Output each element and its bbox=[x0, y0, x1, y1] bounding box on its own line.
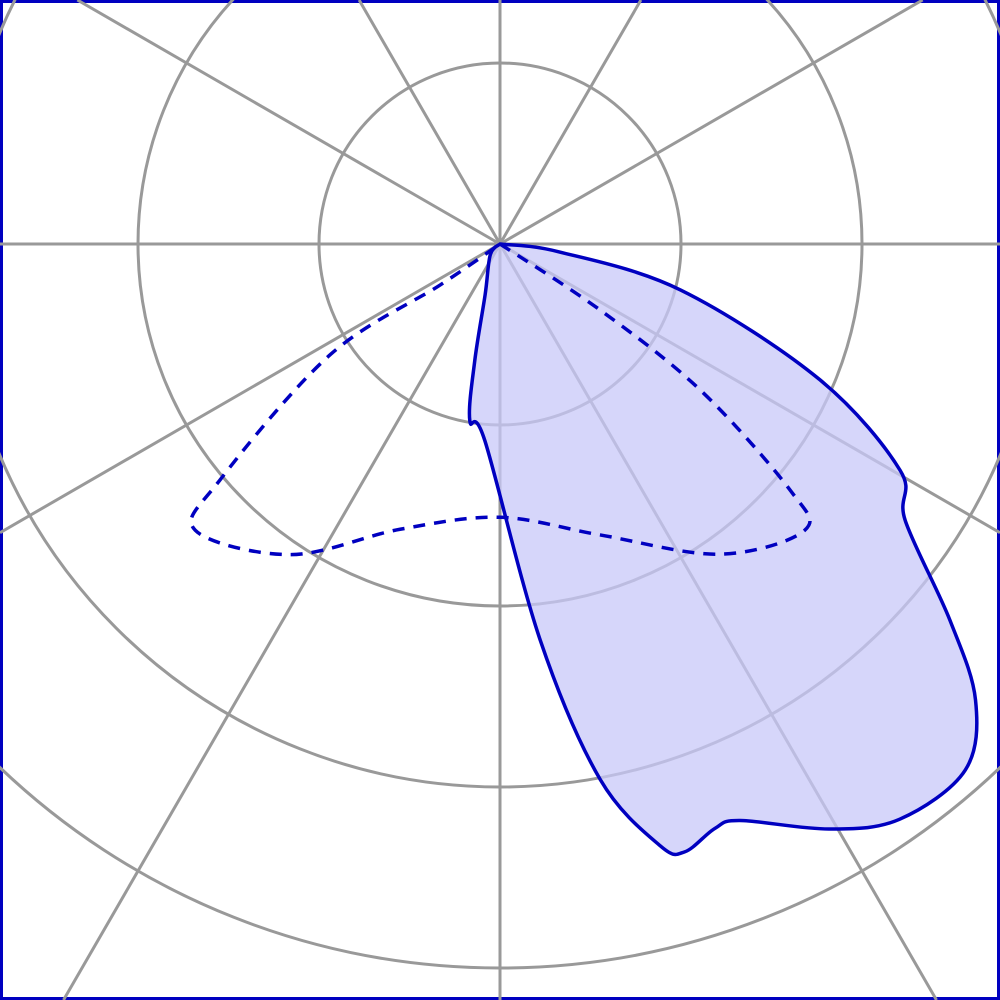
grid-spoke bbox=[498, 0, 643, 245]
grid-spoke bbox=[76, 0, 501, 246]
intensity-curves bbox=[189, 241, 979, 857]
grid-spoke bbox=[0, 242, 501, 534]
grid-spoke bbox=[357, 0, 502, 245]
grid-spoke bbox=[499, 0, 924, 246]
series-solid-curve bbox=[467, 242, 979, 857]
series-dashed-curve bbox=[189, 241, 812, 557]
grid-spoke bbox=[62, 243, 502, 1000]
